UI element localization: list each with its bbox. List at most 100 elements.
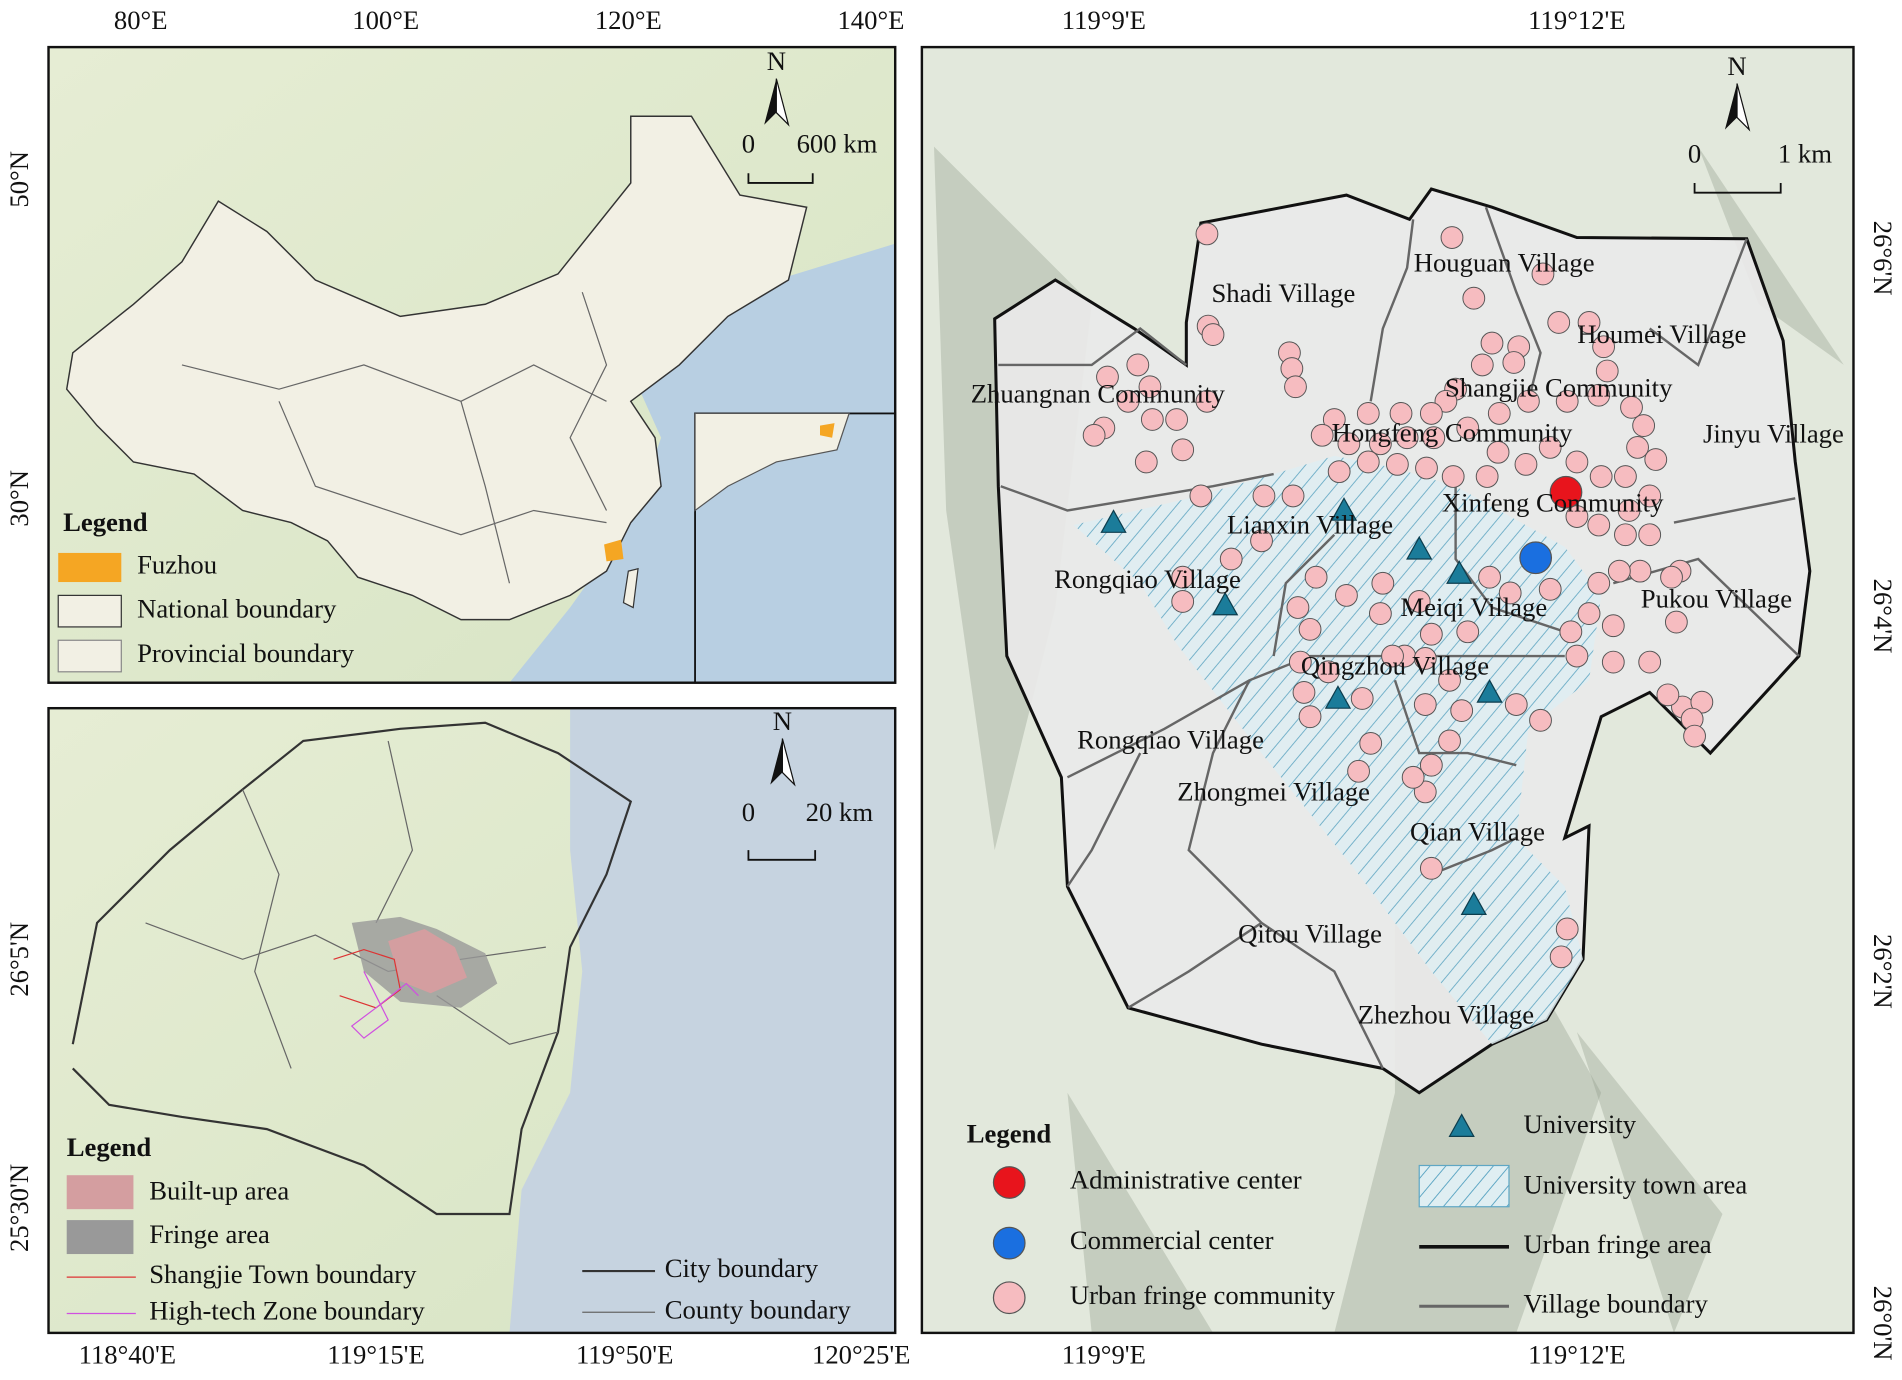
- sea: [509, 708, 896, 1333]
- inset-fuzhou: [819, 423, 835, 438]
- fringe-community: [1219, 547, 1243, 571]
- fringe-community: [1638, 650, 1662, 674]
- legend-item: High-tech Zone boundary: [149, 1296, 425, 1326]
- fringe-community: [1538, 577, 1562, 601]
- village-boundary: [1484, 206, 1542, 402]
- village-boundary: [998, 326, 1188, 367]
- city-frame: [47, 706, 897, 1335]
- fringe-community: [1456, 620, 1480, 644]
- scale-bar: [747, 173, 814, 184]
- north-label: N: [1727, 51, 1746, 81]
- legend-swatch: [57, 594, 122, 628]
- place-label: Xinfeng Community: [1442, 488, 1664, 518]
- fringe-community: [1419, 402, 1443, 425]
- fringe-community: [1298, 617, 1322, 641]
- north-arrow: [1736, 83, 1751, 132]
- lat-label: 26°5'N: [4, 922, 34, 997]
- fringe-community: [1656, 683, 1680, 707]
- fringe-community: [1422, 426, 1446, 450]
- scale-label: 1 km: [1778, 138, 1832, 168]
- place-label: Zhuangnan Community: [971, 379, 1226, 409]
- north-arrow: [781, 738, 796, 787]
- scale-bar: [1693, 182, 1782, 194]
- place-label: Qingzhou Village: [1301, 650, 1489, 680]
- fringe-community: [1565, 450, 1589, 474]
- fringe-community: [1413, 647, 1437, 670]
- place-label: Lianxin Village: [1227, 510, 1393, 540]
- fringe-community: [1638, 523, 1662, 547]
- village-boundary: [1272, 533, 1336, 657]
- lat-label: 30°N: [4, 470, 34, 527]
- place-label: Shadi Village: [1211, 278, 1355, 308]
- china-outline: [65, 115, 808, 621]
- lon-label: 119°15'E: [327, 1339, 424, 1369]
- fringe-community: [1195, 389, 1219, 413]
- fringe-community: [1284, 375, 1307, 399]
- lat-label: 26°4'N: [1868, 579, 1898, 654]
- fringe-community: [1480, 331, 1504, 355]
- fringe-community: [1632, 414, 1656, 437]
- fringe-community: [1589, 465, 1613, 488]
- fringe-community: [1389, 402, 1413, 425]
- university: [1448, 1113, 1475, 1137]
- legend-title: Legend: [67, 1132, 152, 1162]
- fringe-community: [1134, 450, 1158, 474]
- place-label: Houmei Village: [1577, 319, 1746, 349]
- lon-label: 119°12'E: [1528, 5, 1625, 35]
- university: [1460, 891, 1487, 916]
- fringe-community: [1189, 484, 1213, 508]
- fringe-community: [1531, 262, 1555, 286]
- taiwan: [622, 567, 639, 609]
- village-boundary: [1000, 472, 1274, 512]
- fringe-community: [1381, 644, 1404, 668]
- village-boundary: [1648, 238, 1748, 367]
- fringe-community: [1286, 596, 1310, 619]
- provincial-boundary: [460, 401, 511, 584]
- legend-item: Urban fringe area: [1524, 1229, 1712, 1259]
- lon-label: 119°9'E: [1062, 1339, 1146, 1369]
- legend-swatch: [992, 1226, 1026, 1260]
- fringe-community: [1555, 389, 1579, 413]
- fringe-community: [1171, 438, 1195, 462]
- built-up-area: [388, 928, 468, 994]
- fringe-community: [1096, 365, 1119, 389]
- fringe-community: [1617, 499, 1641, 522]
- village-boundary: [1430, 836, 1517, 876]
- fringe-community: [1138, 375, 1162, 399]
- fringe-community: [1288, 650, 1312, 674]
- village-boundary: [1187, 679, 1384, 1070]
- village-boundary: [1127, 921, 1263, 1009]
- fringe-community: [1322, 408, 1346, 431]
- fringe-community: [1614, 465, 1637, 488]
- legend-swatch: [1418, 1164, 1510, 1208]
- fringe-community: [1592, 335, 1616, 359]
- county-boundary: [375, 740, 414, 924]
- legend-item: Administrative center: [1070, 1165, 1302, 1195]
- fringe-community: [1549, 945, 1573, 969]
- fringe-community: [1441, 465, 1465, 488]
- fringe-community: [1577, 602, 1601, 625]
- county-boundary: [242, 789, 292, 1069]
- legend-swatch: [66, 1220, 134, 1255]
- scale-label: 0: [1688, 138, 1701, 168]
- fringe-community: [1628, 559, 1652, 583]
- north-arrow: [770, 738, 783, 785]
- scale-label: 20 km: [806, 797, 874, 827]
- provincial-boundary: [278, 401, 607, 536]
- village-boundary: [1393, 679, 1517, 767]
- hightech-boundary: [350, 971, 419, 1039]
- provincial-boundary: [181, 364, 607, 402]
- village-boundary: [1369, 219, 1415, 402]
- legend-item: Shangjie Town boundary: [149, 1259, 417, 1289]
- lon-label: 119°12'E: [1528, 1339, 1625, 1369]
- fringe-community: [1195, 222, 1219, 246]
- fringe-community: [1529, 708, 1552, 732]
- legend-item: Provincial boundary: [137, 638, 355, 668]
- study-frame: [920, 45, 1855, 1335]
- fringe-community: [1538, 435, 1562, 459]
- hillshade: [1698, 146, 1844, 365]
- lon-label: 119°50'E: [576, 1339, 673, 1369]
- fringe-community: [1638, 484, 1662, 508]
- fringe-community: [1250, 529, 1273, 553]
